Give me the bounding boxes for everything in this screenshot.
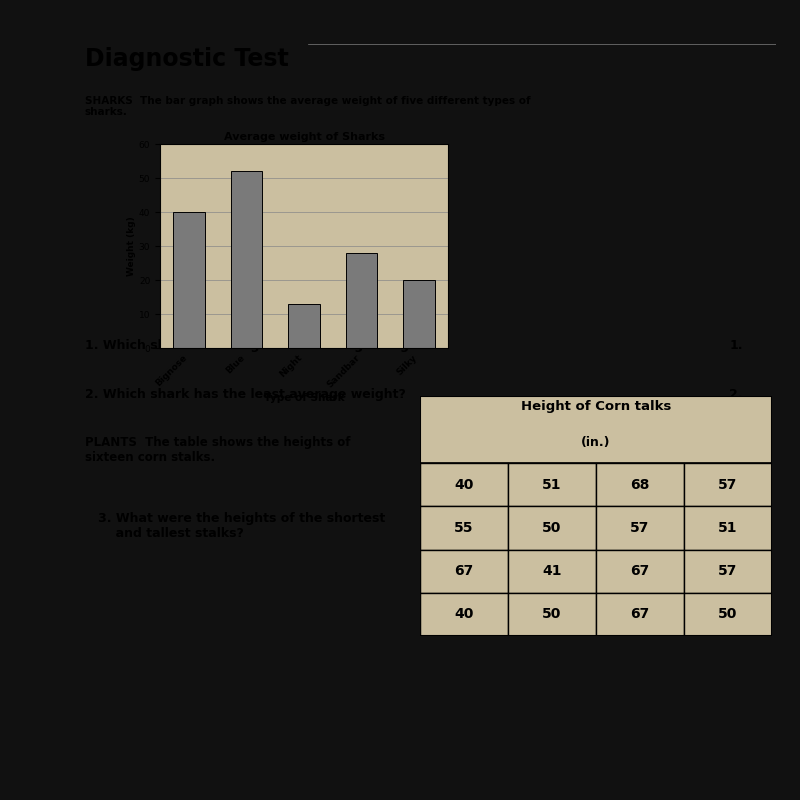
Text: 1.: 1. [730, 339, 742, 352]
X-axis label: Type of Shark: Type of Shark [264, 394, 344, 403]
Bar [508, 463, 596, 506]
Text: 1. Which shark has the greatest average weight?: 1. Which shark has the greatest average … [85, 339, 431, 352]
Text: (in.): (in.) [582, 435, 610, 449]
Bar [420, 550, 508, 593]
Bar [346, 253, 378, 348]
Text: 57: 57 [630, 521, 650, 535]
Bar [684, 463, 772, 506]
Bar [508, 593, 596, 636]
Text: 40: 40 [454, 607, 474, 622]
Text: 2. Which shark has the least average weight?: 2. Which shark has the least average wei… [85, 388, 406, 401]
Text: Diagnostic Test: Diagnostic Test [85, 47, 289, 71]
Bar [596, 550, 684, 593]
Bar [420, 593, 508, 636]
Text: 51: 51 [718, 521, 738, 535]
Text: SHARKS  The bar graph shows the average weight of five different types of
sharks: SHARKS The bar graph shows the average w… [85, 96, 530, 118]
Text: 67: 67 [630, 564, 650, 578]
Bar [684, 506, 772, 550]
Text: 57: 57 [718, 564, 738, 578]
Y-axis label: Weight (kg): Weight (kg) [127, 216, 136, 276]
Bar [420, 463, 508, 506]
Text: 67: 67 [454, 564, 474, 578]
Text: 41: 41 [542, 564, 562, 578]
Text: 57: 57 [718, 478, 738, 492]
Bar [596, 463, 684, 506]
Bar [684, 593, 772, 636]
Bar [508, 550, 596, 593]
Text: Height of Corn talks: Height of Corn talks [521, 400, 671, 413]
Text: 50: 50 [718, 607, 738, 622]
Bar [684, 550, 772, 593]
Text: 51: 51 [542, 478, 562, 492]
Text: 50: 50 [542, 607, 562, 622]
Text: 50: 50 [542, 521, 562, 535]
Bar [173, 212, 205, 348]
Text: 40: 40 [454, 478, 474, 492]
Bar [508, 506, 596, 550]
Text: 55: 55 [454, 521, 474, 535]
Text: 68: 68 [630, 478, 650, 492]
Bar [596, 593, 684, 636]
Text: 3. What were the heights of the shortest
       and tallest stalks?: 3. What were the heights of the shortest… [85, 512, 385, 540]
Bar [288, 304, 320, 348]
Bar [420, 506, 508, 550]
Bar [230, 171, 262, 348]
Bar [420, 396, 772, 463]
Bar [596, 506, 684, 550]
Text: PLANTS  The table shows the heights of
sixteen corn stalks.: PLANTS The table shows the heights of si… [85, 436, 350, 464]
Bar [403, 280, 435, 348]
Text: 67: 67 [630, 607, 650, 622]
Title: Average weight of Sharks: Average weight of Sharks [223, 132, 385, 142]
Text: 2.: 2. [730, 388, 742, 401]
